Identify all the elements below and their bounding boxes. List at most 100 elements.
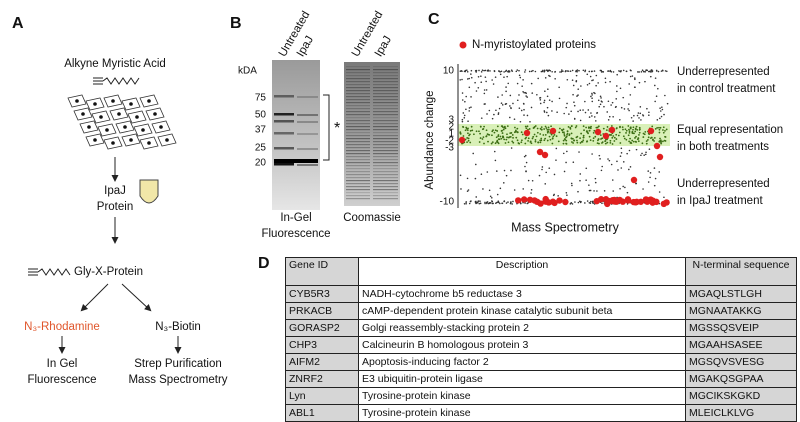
point bbox=[536, 131, 539, 134]
point bbox=[660, 70, 663, 72]
point bbox=[498, 107, 501, 110]
point bbox=[539, 102, 542, 105]
point bbox=[664, 129, 666, 132]
point bbox=[591, 97, 593, 99]
point bbox=[603, 105, 605, 108]
point bbox=[582, 69, 585, 72]
point bbox=[466, 69, 468, 72]
point bbox=[653, 184, 656, 187]
point bbox=[632, 120, 634, 122]
point bbox=[599, 103, 602, 106]
tube-icon bbox=[139, 179, 159, 204]
point bbox=[516, 69, 519, 71]
point bbox=[537, 200, 544, 207]
point bbox=[596, 112, 598, 114]
point bbox=[589, 75, 592, 78]
point bbox=[485, 89, 488, 91]
point bbox=[641, 152, 643, 155]
point bbox=[507, 70, 509, 73]
y-tick-label: 3 bbox=[448, 115, 454, 126]
point bbox=[539, 99, 542, 101]
point bbox=[604, 77, 607, 80]
point bbox=[613, 140, 616, 142]
point bbox=[496, 130, 499, 132]
point bbox=[572, 142, 575, 144]
point bbox=[634, 78, 636, 81]
point bbox=[534, 70, 537, 73]
point bbox=[652, 138, 654, 141]
point bbox=[613, 136, 616, 139]
point bbox=[620, 106, 623, 109]
point bbox=[575, 70, 577, 73]
point bbox=[466, 70, 469, 73]
point bbox=[538, 174, 541, 177]
point bbox=[466, 190, 469, 192]
point bbox=[484, 103, 486, 105]
point bbox=[501, 126, 504, 128]
point bbox=[579, 179, 581, 182]
point bbox=[579, 119, 582, 122]
point bbox=[536, 127, 539, 130]
point bbox=[536, 148, 544, 156]
point bbox=[562, 198, 569, 206]
point bbox=[655, 69, 658, 72]
point bbox=[509, 105, 511, 107]
band bbox=[373, 66, 398, 68]
point bbox=[480, 75, 482, 77]
point bbox=[649, 172, 652, 174]
point bbox=[585, 179, 587, 181]
table-row: ZNRF2 E3 ubiquitin-protein ligase MGAKQSGP… bbox=[285, 370, 797, 388]
band bbox=[373, 198, 398, 200]
point bbox=[570, 201, 573, 204]
point bbox=[493, 150, 496, 153]
gel-caption: Coomassie bbox=[343, 212, 401, 224]
point bbox=[623, 108, 626, 110]
point bbox=[591, 115, 593, 117]
band bbox=[346, 123, 370, 125]
band bbox=[346, 183, 370, 185]
point bbox=[510, 132, 513, 134]
point bbox=[514, 197, 522, 204]
point bbox=[505, 174, 508, 177]
point bbox=[596, 142, 599, 145]
table-cell: MGAAHSASEE bbox=[685, 336, 797, 354]
point bbox=[470, 106, 472, 108]
point bbox=[632, 199, 639, 206]
point bbox=[660, 139, 662, 142]
point bbox=[601, 165, 604, 168]
point bbox=[649, 71, 652, 73]
point bbox=[539, 141, 542, 144]
point bbox=[582, 125, 585, 128]
table-cell: Calcineurin B homologous protein 3 bbox=[358, 336, 686, 354]
point bbox=[543, 101, 545, 104]
point bbox=[588, 82, 591, 85]
legend-label: N-myristoylated proteins bbox=[472, 39, 596, 51]
nucleus bbox=[111, 141, 115, 145]
point bbox=[520, 202, 522, 205]
arrow bbox=[80, 283, 109, 312]
point bbox=[479, 125, 482, 128]
point bbox=[563, 112, 565, 115]
point bbox=[589, 139, 592, 142]
point bbox=[475, 202, 478, 204]
point bbox=[516, 139, 519, 142]
band bbox=[373, 189, 398, 191]
point bbox=[664, 140, 667, 142]
point bbox=[461, 78, 463, 81]
point bbox=[506, 136, 508, 139]
point bbox=[599, 95, 602, 98]
point bbox=[647, 136, 650, 139]
point bbox=[616, 85, 618, 87]
point bbox=[513, 118, 516, 120]
band bbox=[373, 96, 398, 98]
band bbox=[297, 121, 318, 123]
point bbox=[573, 117, 576, 120]
band bbox=[373, 165, 398, 167]
point bbox=[497, 113, 500, 116]
point bbox=[531, 92, 534, 94]
point bbox=[507, 82, 510, 85]
point bbox=[631, 131, 634, 134]
point bbox=[561, 131, 564, 134]
